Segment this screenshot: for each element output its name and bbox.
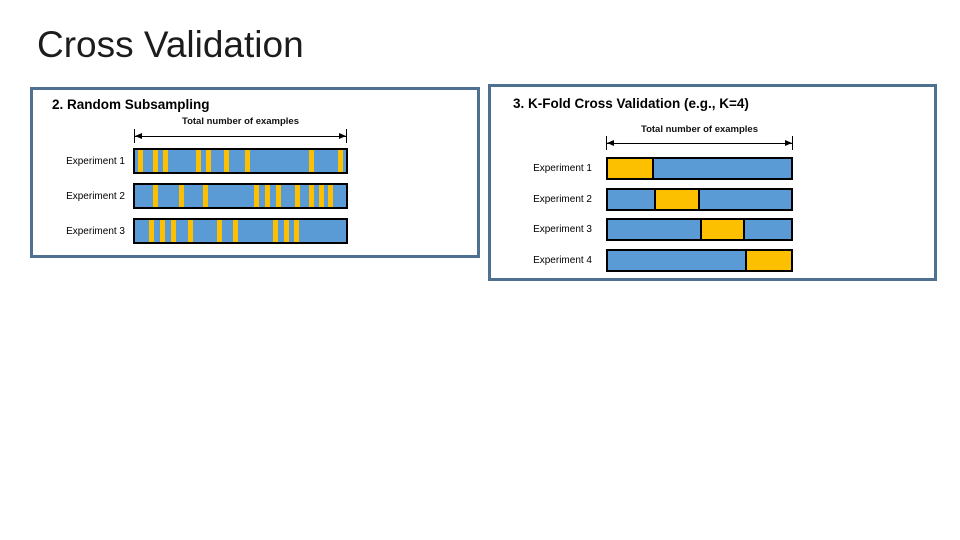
data-bar bbox=[606, 218, 793, 241]
axis-label: Total number of examples bbox=[640, 124, 758, 135]
data-bar bbox=[606, 248, 793, 272]
experiment-row: Experiment 3 bbox=[521, 218, 793, 241]
arrow-line bbox=[607, 142, 792, 144]
arrow-end-tick bbox=[346, 129, 347, 143]
test-sample-stripe bbox=[328, 185, 334, 207]
experiment-row: Experiment 2 bbox=[521, 187, 793, 211]
arrow-end-tick bbox=[792, 136, 793, 150]
test-sample-stripe bbox=[264, 185, 270, 207]
test-sample-stripe bbox=[148, 220, 154, 242]
data-bar bbox=[133, 218, 348, 244]
test-sample-stripe bbox=[244, 150, 250, 172]
test-sample-stripe bbox=[138, 150, 144, 172]
data-bar bbox=[133, 148, 348, 174]
test-fold-segment bbox=[653, 189, 700, 209]
slide-title: Cross Validation bbox=[37, 24, 304, 65]
test-sample-stripe bbox=[179, 185, 185, 207]
experiment-row: Experiment 1 bbox=[521, 157, 793, 180]
panel-title: 2. Random Subsampling bbox=[52, 97, 210, 112]
test-sample-stripe bbox=[254, 185, 260, 207]
test-fold-segment bbox=[699, 220, 746, 239]
experiment-row: Experiment 2 bbox=[58, 183, 348, 209]
experiment-label: Experiment 3 bbox=[533, 224, 592, 235]
test-sample-stripe bbox=[283, 220, 289, 242]
test-sample-stripe bbox=[273, 220, 279, 242]
test-sample-stripe bbox=[170, 220, 176, 242]
panel-kfold-cross-validation: 3. K-Fold Cross Validation (e.g., K=4) T… bbox=[488, 84, 937, 281]
experiment-row: Experiment 1 bbox=[58, 148, 348, 174]
panel-title: 3. K-Fold Cross Validation (e.g., K=4) bbox=[513, 96, 749, 111]
test-sample-stripe bbox=[187, 220, 193, 242]
test-sample-stripe bbox=[196, 150, 202, 172]
test-sample-stripe bbox=[318, 185, 324, 207]
test-sample-stripe bbox=[160, 220, 166, 242]
arrow-end-tick bbox=[134, 129, 135, 143]
test-sample-stripe bbox=[309, 185, 315, 207]
experiment-rows: Experiment 1 Experiment 2 Experiment 3 Expe… bbox=[521, 157, 793, 279]
panel-random-subsampling: 2. Random Subsampling Total number of ex… bbox=[30, 87, 480, 258]
experiment-label: Experiment 1 bbox=[66, 155, 125, 167]
experiment-row: Experiment 3 bbox=[58, 218, 348, 244]
test-sample-stripe bbox=[153, 185, 159, 207]
experiment-label: Experiment 2 bbox=[533, 193, 592, 205]
test-sample-stripe bbox=[205, 150, 211, 172]
total-range-arrow bbox=[606, 136, 793, 150]
data-bar bbox=[606, 157, 793, 180]
test-sample-stripe bbox=[294, 220, 300, 242]
experiment-rows: Experiment 1 Experiment 2 Experiment 3 bbox=[58, 148, 348, 253]
arrowhead-right-icon bbox=[785, 140, 792, 146]
test-sample-stripe bbox=[276, 185, 282, 207]
test-sample-stripe bbox=[202, 185, 208, 207]
arrowhead-left-icon bbox=[607, 140, 614, 146]
test-sample-stripe bbox=[309, 150, 315, 172]
arrowhead-left-icon bbox=[135, 133, 142, 139]
experiment-label: Experiment 3 bbox=[66, 225, 125, 237]
test-fold-segment bbox=[745, 250, 791, 270]
arrow-line bbox=[135, 135, 346, 137]
axis-label: Total number of examples bbox=[181, 116, 299, 127]
test-sample-stripe bbox=[233, 220, 239, 242]
arrow-end-tick bbox=[606, 136, 607, 150]
experiment-row: Experiment 4 bbox=[521, 248, 793, 272]
test-sample-stripe bbox=[163, 150, 169, 172]
arrowhead-right-icon bbox=[339, 133, 346, 139]
experiment-label: Experiment 2 bbox=[66, 190, 125, 202]
experiment-label: Experiment 4 bbox=[533, 254, 592, 266]
total-range-arrow bbox=[134, 129, 347, 143]
data-bar bbox=[606, 187, 793, 211]
data-bar bbox=[133, 183, 348, 209]
test-sample-stripe bbox=[217, 220, 223, 242]
test-sample-stripe bbox=[337, 150, 343, 172]
test-sample-stripe bbox=[223, 150, 229, 172]
experiment-label: Experiment 1 bbox=[533, 163, 592, 174]
test-sample-stripe bbox=[295, 185, 301, 207]
test-sample-stripe bbox=[152, 150, 158, 172]
test-fold-segment bbox=[608, 159, 654, 178]
